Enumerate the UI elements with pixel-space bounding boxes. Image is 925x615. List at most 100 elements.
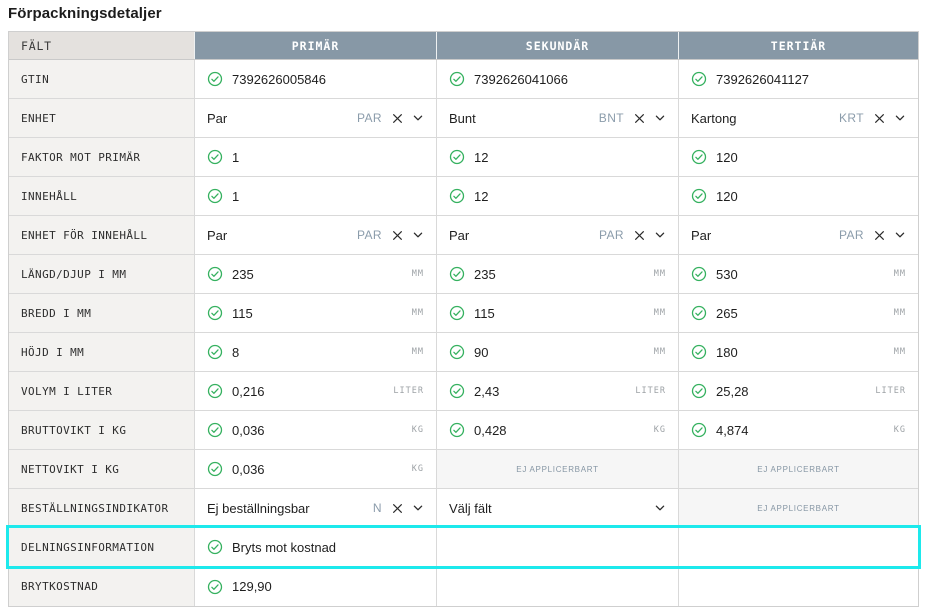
- unit-label: KG: [411, 425, 424, 435]
- dropdown-value: Par: [207, 110, 228, 126]
- cell-value: 7392626005846: [232, 71, 326, 87]
- clear-icon[interactable]: [392, 113, 403, 124]
- value-cell: 129,90: [194, 567, 436, 606]
- chevron-down-icon[interactable]: [412, 229, 424, 241]
- table-row-brytkostnad: BRYTKOSTNAD 129,90: [9, 567, 918, 606]
- indicator-code: N: [372, 501, 382, 515]
- cell-value: 530: [716, 266, 738, 282]
- check-circle-icon: [207, 344, 223, 360]
- chevron-down-icon[interactable]: [894, 112, 906, 124]
- value-cell: 12: [436, 177, 678, 215]
- not-applicable-cell: EJ APPLICERBART: [436, 450, 678, 488]
- check-circle-icon: [207, 579, 223, 595]
- unit-code: PAR: [357, 111, 382, 125]
- clear-icon[interactable]: [874, 113, 885, 124]
- check-circle-icon: [207, 188, 223, 204]
- cell-value: 180: [716, 344, 738, 360]
- row-label: BRYTKOSTNAD: [9, 567, 194, 606]
- row-label: LÄNGD/DJUP I MM: [9, 255, 194, 293]
- unit-dropdown-tertiary[interactable]: Kartong KRT: [678, 99, 918, 137]
- cell-value: 235: [474, 266, 496, 282]
- table-row-bruttovikt: BRUTTOVIKT I KG 0,036 KG 0,428 KG 4,874 …: [9, 411, 918, 450]
- check-circle-icon: [691, 188, 707, 204]
- content-unit-dropdown-tertiary[interactable]: Par PAR: [678, 216, 918, 254]
- unit-code: BNT: [598, 111, 624, 125]
- row-label: HÖJD I MM: [9, 333, 194, 371]
- dropdown-value: Ej beställningsbar: [207, 500, 310, 516]
- unit-label: MM: [653, 308, 666, 318]
- unit-label: MM: [893, 347, 906, 357]
- clear-icon[interactable]: [392, 230, 403, 241]
- cell-value: Bryts mot kostnad: [232, 539, 337, 555]
- gtin-primary-cell: 7392626005846: [194, 60, 436, 98]
- value-cell: 0,036 KG: [194, 450, 436, 488]
- order-indicator-select-secondary[interactable]: Välj fält: [436, 489, 678, 527]
- row-label: VOLYM I LITER: [9, 372, 194, 410]
- row-label: INNEHÅLL: [9, 177, 194, 215]
- cell-value: 25,28: [716, 383, 749, 399]
- unit-label: MM: [411, 308, 424, 318]
- value-cell: 8 MM: [194, 333, 436, 371]
- value-cell: 120: [678, 138, 918, 176]
- value-cell: 1: [194, 138, 436, 176]
- not-applicable-cell: EJ APPLICERBART: [678, 450, 918, 488]
- order-indicator-dropdown-primary[interactable]: Ej beställningsbar N: [194, 489, 436, 527]
- empty-cell: [436, 567, 678, 606]
- unit-code: PAR: [357, 228, 382, 242]
- empty-cell: [678, 528, 918, 566]
- cell-value: 0,036: [232, 461, 265, 477]
- chevron-down-icon[interactable]: [894, 229, 906, 241]
- cell-value: 129,90: [232, 579, 272, 594]
- value-cell: 530 MM: [678, 255, 918, 293]
- dropdown-value: Bunt: [449, 110, 476, 126]
- unit-label: KG: [893, 425, 906, 435]
- check-circle-icon: [207, 461, 223, 477]
- not-applicable-label: EJ APPLICERBART: [757, 464, 840, 474]
- value-cell: 12: [436, 138, 678, 176]
- value-cell: 235 MM: [194, 255, 436, 293]
- check-circle-icon: [449, 149, 465, 165]
- value-cell: 0,428 KG: [436, 411, 678, 449]
- chevron-down-icon[interactable]: [654, 112, 666, 124]
- chevron-down-icon[interactable]: [654, 229, 666, 241]
- check-circle-icon: [691, 344, 707, 360]
- chevron-down-icon[interactable]: [654, 502, 666, 514]
- unit-label: KG: [411, 464, 424, 474]
- table-row-bestallningsindikator: BESTÄLLNINGSINDIKATOR Ej beställningsbar…: [9, 489, 918, 528]
- clear-icon[interactable]: [634, 113, 645, 124]
- row-label: DELNINGSINFORMATION: [9, 528, 194, 566]
- content-unit-dropdown-primary[interactable]: Par PAR: [194, 216, 436, 254]
- chevron-down-icon[interactable]: [412, 502, 424, 514]
- value-cell: 0,036 KG: [194, 411, 436, 449]
- chevron-down-icon[interactable]: [412, 112, 424, 124]
- column-header-secondary: SEKUNDÄR: [436, 32, 678, 59]
- empty-cell: [436, 528, 678, 566]
- value-cell: Bryts mot kostnad: [194, 528, 436, 566]
- dropdown-value: Kartong: [691, 110, 737, 126]
- check-circle-icon: [207, 71, 223, 87]
- table-row-bredd: BREDD I MM 115 MM 115 MM 265 MM: [9, 294, 918, 333]
- unit-dropdown-secondary[interactable]: Bunt BNT: [436, 99, 678, 137]
- cell-value: 12: [474, 188, 489, 204]
- unit-dropdown-primary[interactable]: Par PAR: [194, 99, 436, 137]
- check-circle-icon: [207, 305, 223, 321]
- clear-icon[interactable]: [874, 230, 885, 241]
- clear-icon[interactable]: [634, 230, 645, 241]
- clear-icon[interactable]: [392, 503, 403, 514]
- value-cell: 115 MM: [436, 294, 678, 332]
- table-header-row: FÄLT PRIMÄR SEKUNDÄR TERTIÄR: [9, 32, 918, 60]
- cell-value: 7392626041127: [716, 71, 810, 87]
- cell-value: 2,43: [474, 383, 500, 399]
- cell-value: 120: [716, 188, 738, 204]
- check-circle-icon: [449, 305, 465, 321]
- not-applicable-label: EJ APPLICERBART: [516, 464, 599, 474]
- value-cell: 120: [678, 177, 918, 215]
- unit-label: MM: [653, 347, 666, 357]
- cell-value: 115: [232, 305, 253, 321]
- check-circle-icon: [449, 344, 465, 360]
- packaging-table: FÄLT PRIMÄR SEKUNDÄR TERTIÄR GTIN 739262…: [6, 31, 921, 607]
- value-cell: 25,28 LITER: [678, 372, 918, 410]
- unit-label: LITER: [875, 386, 906, 396]
- content-unit-dropdown-secondary[interactable]: Par PAR: [436, 216, 678, 254]
- row-label: GTIN: [9, 60, 194, 98]
